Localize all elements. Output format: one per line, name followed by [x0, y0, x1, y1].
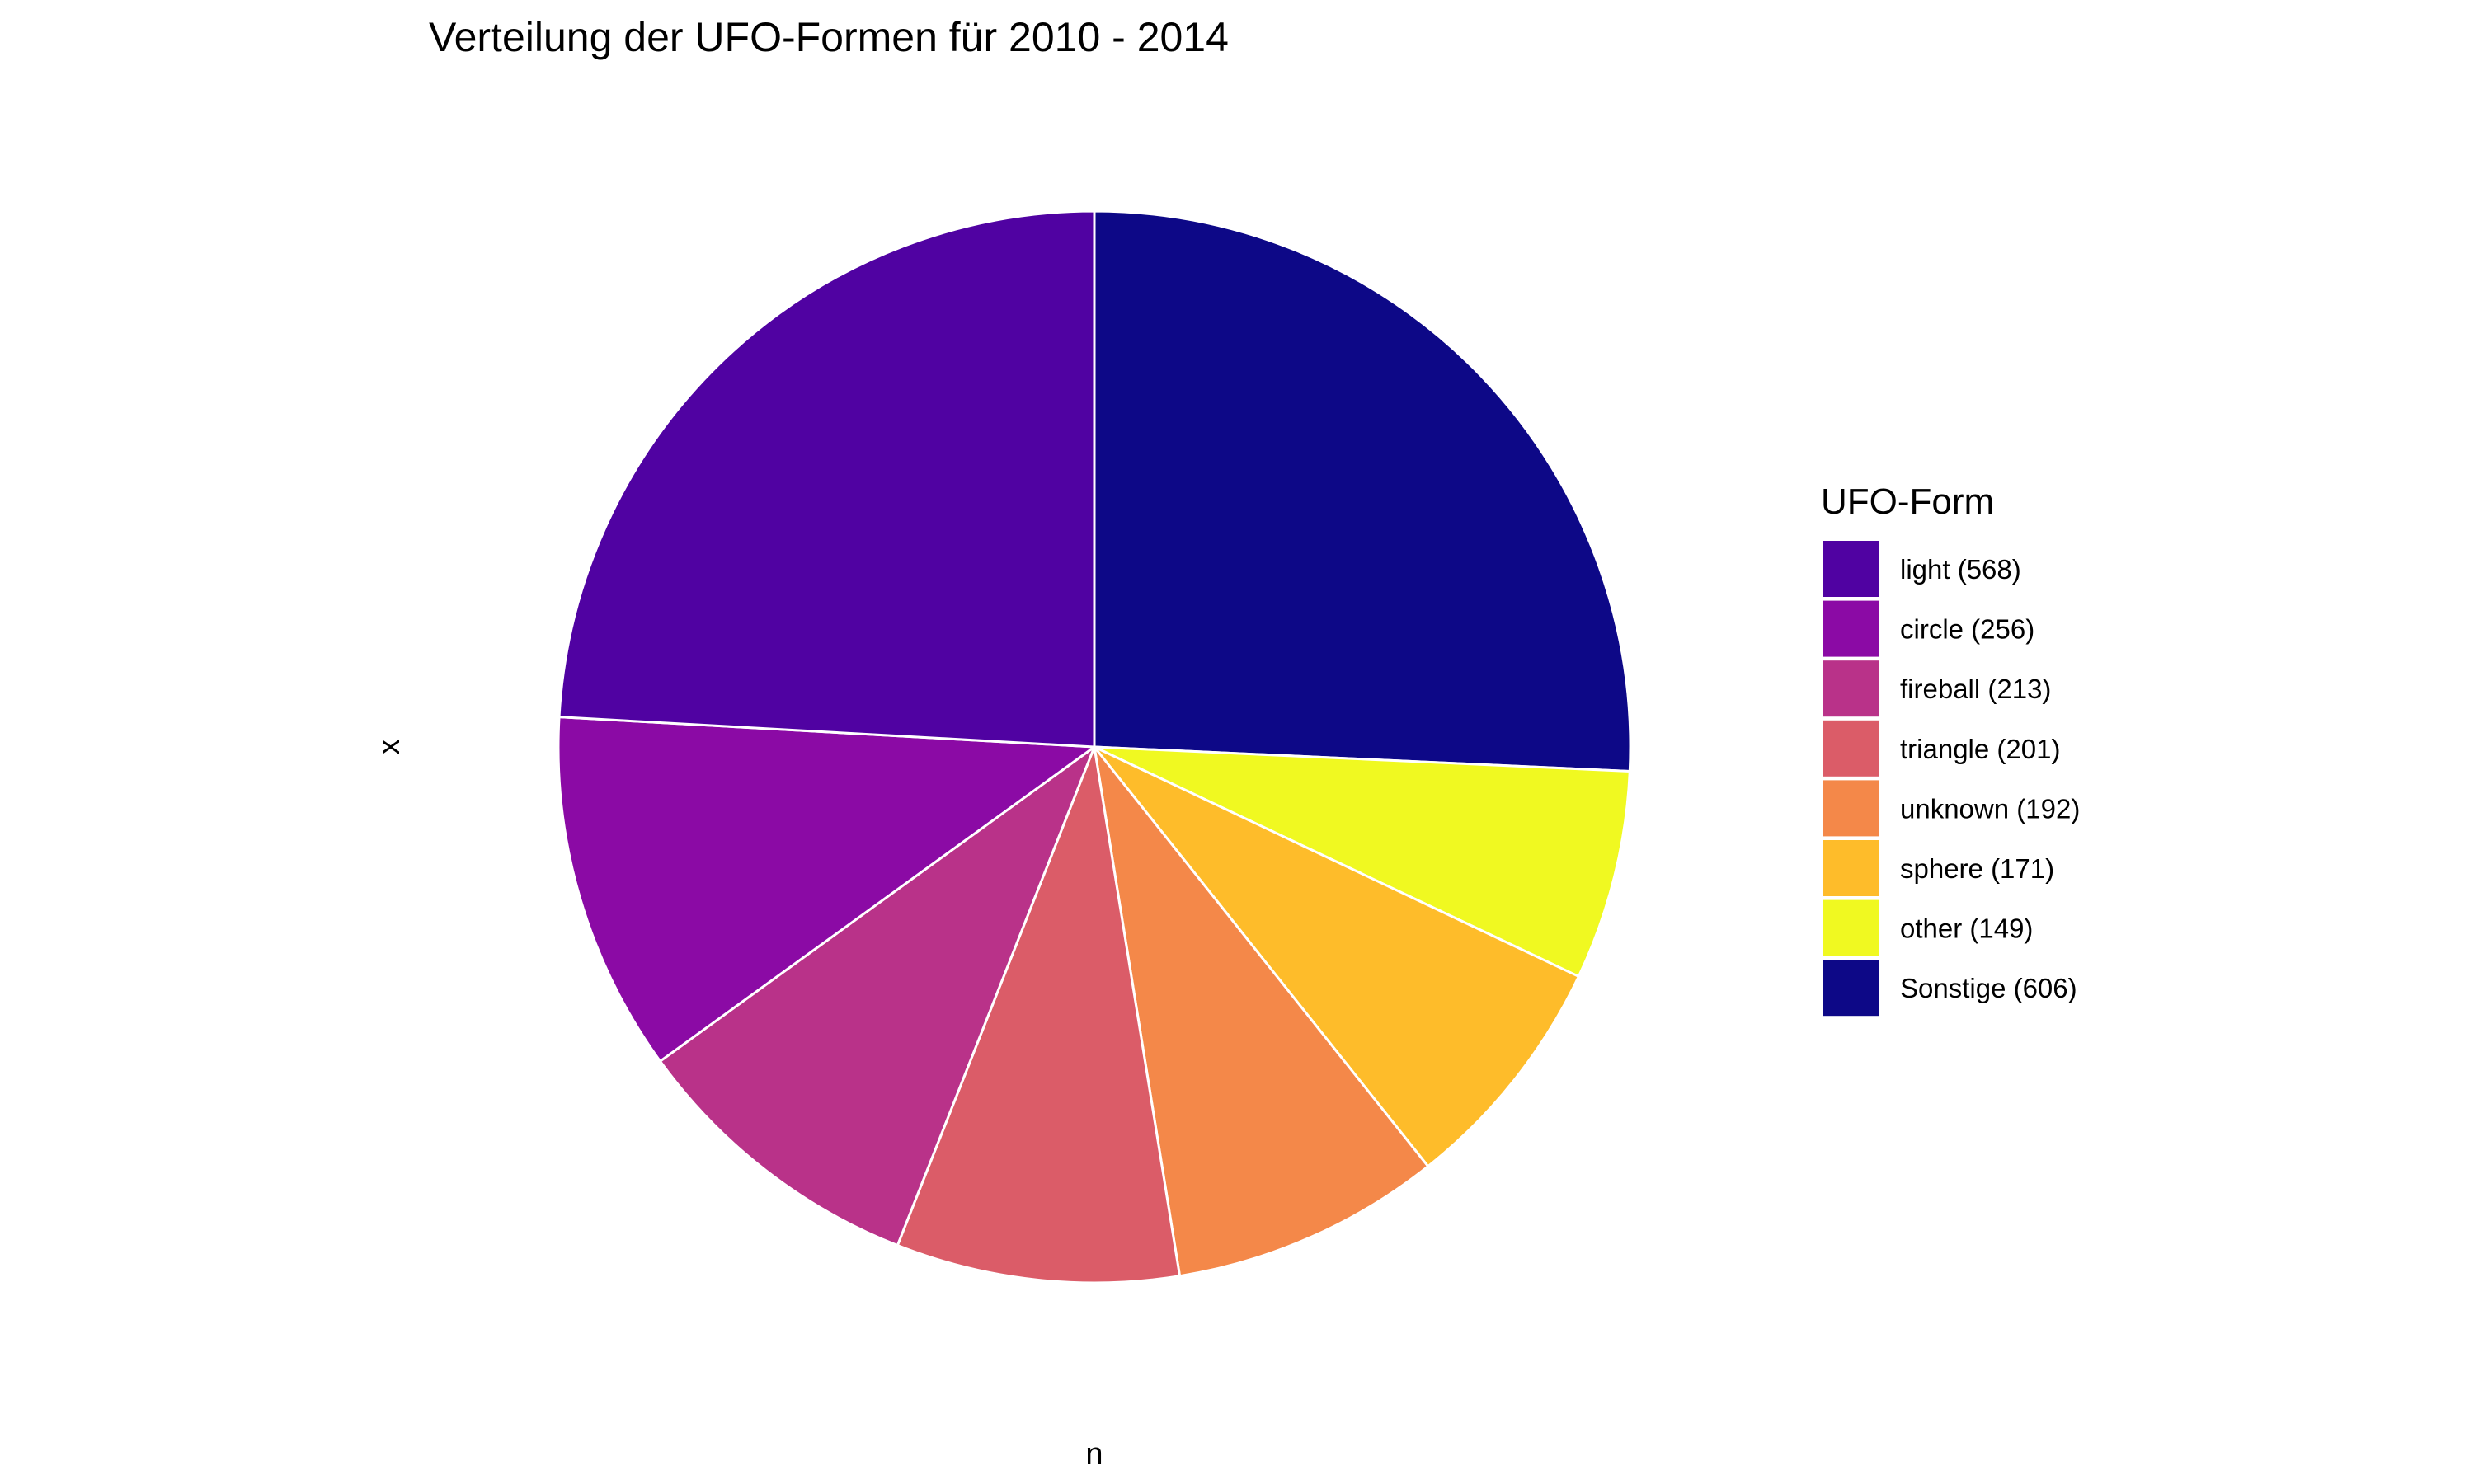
pie-slice-triangle — [896, 745, 1182, 1284]
legend-swatch-triangle — [1823, 720, 1879, 777]
pie-slice-sphere — [1093, 745, 1580, 1168]
legend-label-circle: circle (256) — [1900, 614, 2034, 645]
pie-slice-fireball — [659, 745, 1096, 1247]
legend-swatch-other — [1823, 899, 1879, 956]
legend-label-sonstige: Sonstige (606) — [1900, 973, 2077, 1003]
chart-title: Verteilung der UFO-Formen für 2010 - 201… — [429, 14, 1229, 60]
legend-label-fireball: fireball (213) — [1900, 674, 2051, 704]
x-axis-label: n — [1085, 1437, 1103, 1472]
legend-label-sphere: sphere (171) — [1900, 853, 2054, 884]
y-axis-label: x — [372, 740, 407, 755]
legend-swatch-sonstige — [1823, 960, 1879, 1017]
legend-label-other: other (149) — [1900, 913, 2033, 944]
pie-slice-other — [1093, 745, 1631, 978]
legend-swatch-unknown — [1823, 780, 1879, 837]
legend-swatch-fireball — [1823, 660, 1879, 717]
legend-swatch-sphere — [1823, 840, 1879, 896]
legend-label-light: light (568) — [1900, 554, 2021, 585]
legend-swatch-light — [1823, 541, 1879, 597]
legend-title: UFO-Form — [1821, 481, 1994, 522]
pie-slice-sonstige — [1093, 209, 1632, 773]
pie-slice-light — [557, 209, 1096, 749]
legend-label-triangle: triangle (201) — [1900, 734, 2060, 764]
pie-slice-circle — [557, 716, 1096, 1063]
pie-chart — [557, 209, 1632, 1284]
legend: UFO-Form light (568) circle (256) fireball… — [1821, 481, 2080, 1017]
legend-label-unknown: unknown (192) — [1900, 793, 2080, 824]
legend-items: light (568) circle (256) fireball (213) tri… — [1823, 541, 2080, 1017]
pie-slice-unknown — [1093, 745, 1430, 1278]
legend-swatch-circle — [1823, 600, 1879, 657]
